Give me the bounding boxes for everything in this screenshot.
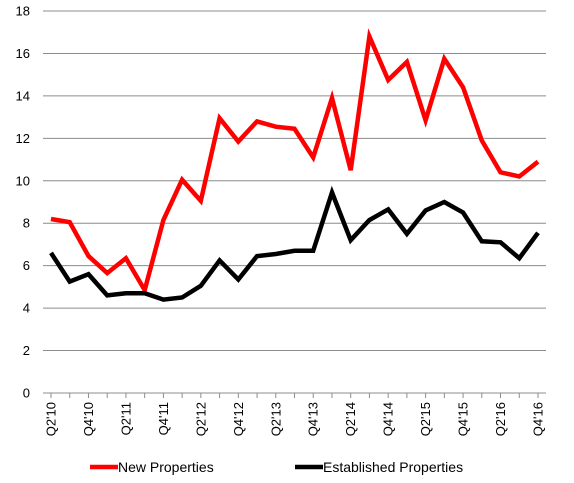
- legend-label-established-properties: Established Properties: [323, 459, 463, 475]
- y-tick-label-2: 2: [23, 343, 30, 358]
- y-tick-label-18: 18: [16, 4, 30, 19]
- x-tick-label: Q2'16: [493, 402, 508, 436]
- y-tick-label-6: 6: [23, 258, 30, 273]
- y-tick-label-14: 14: [16, 88, 30, 103]
- y-tick-label-16: 16: [16, 46, 30, 61]
- y-tick-label-10: 10: [16, 173, 30, 188]
- series-line-new-properties: [50, 28, 540, 296]
- x-tick-label: Q4'11: [156, 402, 171, 435]
- series-line-established-properties: [49, 185, 540, 302]
- x-tick-label: Q4'14: [381, 402, 396, 436]
- y-tick-label-4: 4: [23, 301, 30, 316]
- x-tick-label: Q2'14: [343, 402, 358, 436]
- x-tick-label: Q4'16: [531, 402, 546, 436]
- y-axis-tick-labels: 0 2 4 6 8 10 12 14 16 18: [16, 4, 30, 401]
- y-tick-label-0: 0: [23, 386, 30, 401]
- x-tick-label: Q2'11: [118, 402, 133, 435]
- x-tick-label: Q4'13: [306, 402, 321, 436]
- x-tick-label: Q2'13: [268, 402, 283, 436]
- x-tick-label: Q4'15: [456, 402, 471, 436]
- gridlines: [43, 10, 546, 352]
- y-tick-label-8: 8: [23, 216, 30, 231]
- x-tick-label: Q4'12: [231, 402, 246, 436]
- legend-label-new-properties: New Properties: [118, 459, 214, 475]
- legend: New Properties Established Properties: [90, 459, 463, 475]
- x-tick-label: Q2'10: [44, 402, 59, 436]
- x-tick-label: Q2'15: [418, 402, 433, 436]
- x-tick-label: Q4'10: [81, 402, 96, 436]
- x-axis-tick-labels: Q2'10 Q4'10 Q2'11 Q4'11 Q2'12 Q4'12 Q2'13 Q4'13…: [44, 402, 546, 436]
- x-tick-label: Q2'12: [193, 402, 208, 436]
- x-axis-tick-marks: [50, 393, 539, 398]
- y-tick-label-12: 12: [16, 131, 30, 146]
- series-lines: [49, 28, 540, 302]
